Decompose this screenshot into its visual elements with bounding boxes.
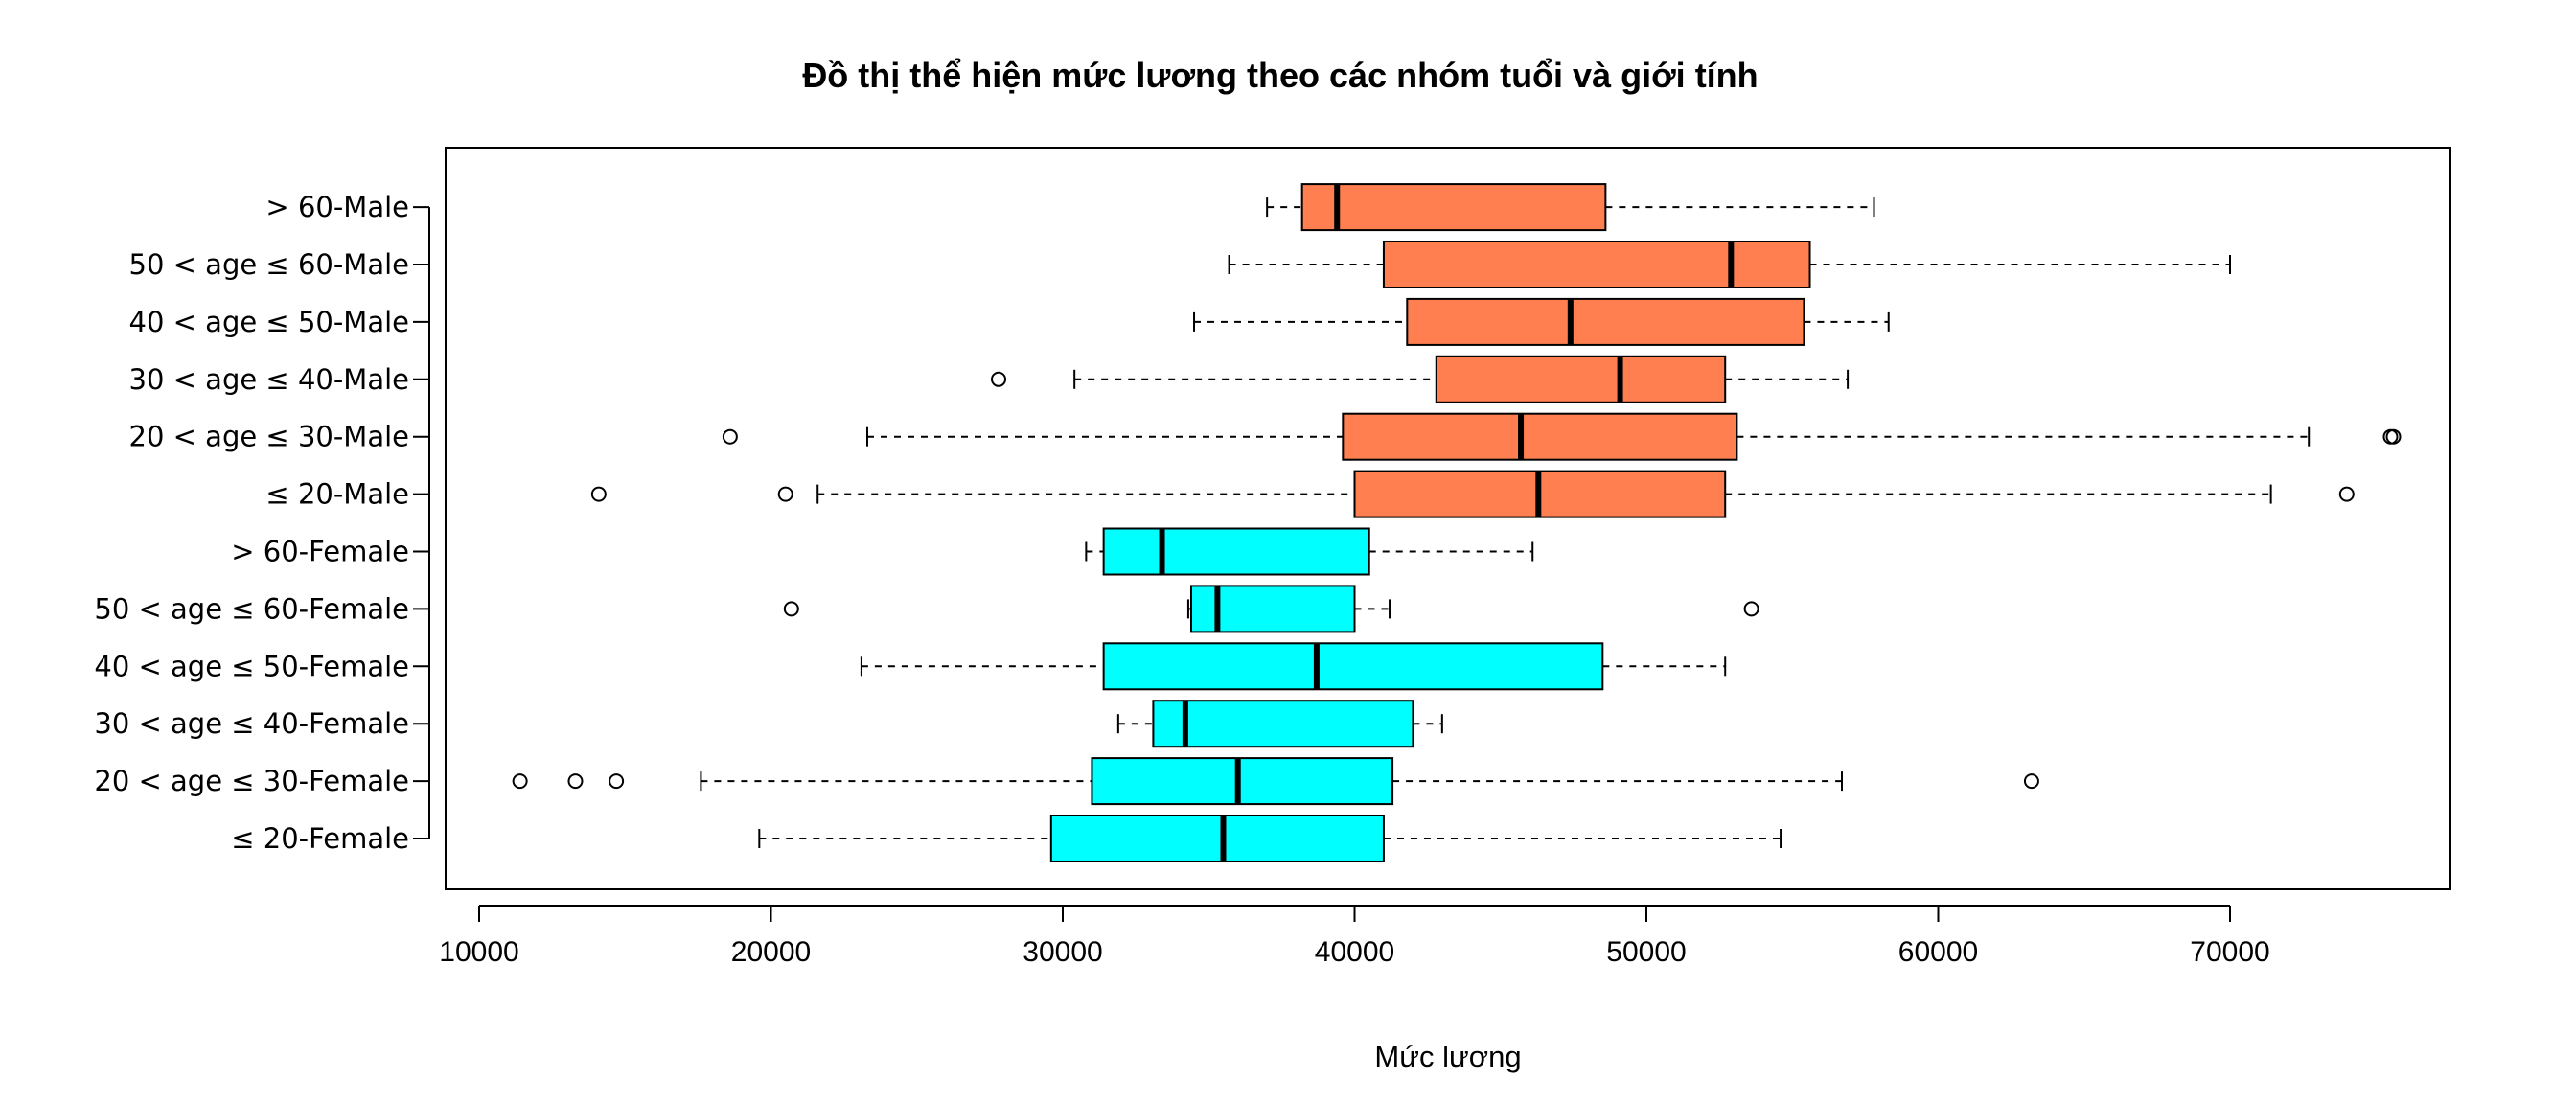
x-tick-label: 10000 xyxy=(439,936,518,968)
iqr-box xyxy=(1102,527,1370,576)
iqr-box xyxy=(1342,412,1738,461)
iqr-box xyxy=(1091,757,1394,806)
box-male-10 xyxy=(1228,241,2231,288)
outlier-point xyxy=(609,773,625,790)
y-category-label: ≤ 20-Male xyxy=(265,478,409,511)
box-female-2 xyxy=(1116,700,1443,748)
x-tick-label: 60000 xyxy=(1898,936,1978,968)
iqr-box xyxy=(1152,700,1414,748)
x-axis-label: Mức lương xyxy=(1374,1040,1521,1073)
plot-area xyxy=(512,183,2402,862)
box-female-3 xyxy=(860,642,1727,691)
outlier-point xyxy=(991,371,1007,387)
outlier-point xyxy=(512,773,528,790)
box-female-4 xyxy=(783,585,1760,633)
x-tick-label: 40000 xyxy=(1315,936,1394,968)
y-category-label: > 60-Female xyxy=(231,536,409,568)
x-axis: 10000 20000 30000 40000 50000 60000 70000 xyxy=(439,905,2270,968)
outlier-point xyxy=(777,486,794,502)
x-tick-label: 30000 xyxy=(1023,936,1102,968)
y-category-label: 30 < age ≤ 40-Female xyxy=(94,707,409,740)
box-male-6 xyxy=(590,470,2355,518)
plot-frame xyxy=(445,147,2451,890)
outlier-point xyxy=(1743,601,1760,617)
y-category-label: 30 < age ≤ 40-Male xyxy=(129,363,409,396)
iqr-box xyxy=(1406,297,1806,346)
chart-title: Đồ thị thể hiện mức lương theo các nhóm … xyxy=(802,56,1758,95)
outlier-point xyxy=(590,486,607,502)
y-category-label: 50 < age ≤ 60-Female xyxy=(94,592,409,625)
y-category-label: 20 < age ≤ 30-Male xyxy=(129,421,409,453)
outlier-point xyxy=(2023,773,2039,790)
x-tick-label: 50000 xyxy=(1606,936,1686,968)
y-axis: ≤ 20-Female 20 < age ≤ 30-Female 30 < age … xyxy=(94,191,430,855)
x-tick-label: 70000 xyxy=(2190,936,2269,968)
box-male-11 xyxy=(1266,183,1875,232)
iqr-box xyxy=(1102,642,1604,691)
box-male-9 xyxy=(1193,297,1890,346)
iqr-box xyxy=(1300,183,1607,232)
box-female-5 xyxy=(1085,527,1534,576)
y-category-label: 20 < age ≤ 30-Female xyxy=(94,765,409,797)
y-category-label: ≤ 20-Female xyxy=(231,822,409,855)
x-tick-label: 20000 xyxy=(731,936,811,968)
box-male-7 xyxy=(722,412,2402,461)
iqr-box xyxy=(1435,355,1727,403)
box-female-0 xyxy=(758,815,1782,862)
outlier-point xyxy=(783,601,799,617)
y-category-label: 40 < age ≤ 50-Male xyxy=(129,306,409,338)
iqr-box xyxy=(1382,241,1811,288)
y-category-label: 50 < age ≤ 60-Male xyxy=(129,248,409,281)
iqr-box xyxy=(1049,815,1385,862)
outlier-point xyxy=(722,428,738,445)
outlier-point xyxy=(567,773,584,790)
y-category-label: > 60-Male xyxy=(265,191,409,223)
outlier-point xyxy=(2338,486,2355,502)
box-male-8 xyxy=(991,355,1850,403)
y-category-label: 40 < age ≤ 50-Female xyxy=(94,650,409,682)
box-female-1 xyxy=(512,757,2039,806)
outlier-point xyxy=(2385,428,2402,445)
